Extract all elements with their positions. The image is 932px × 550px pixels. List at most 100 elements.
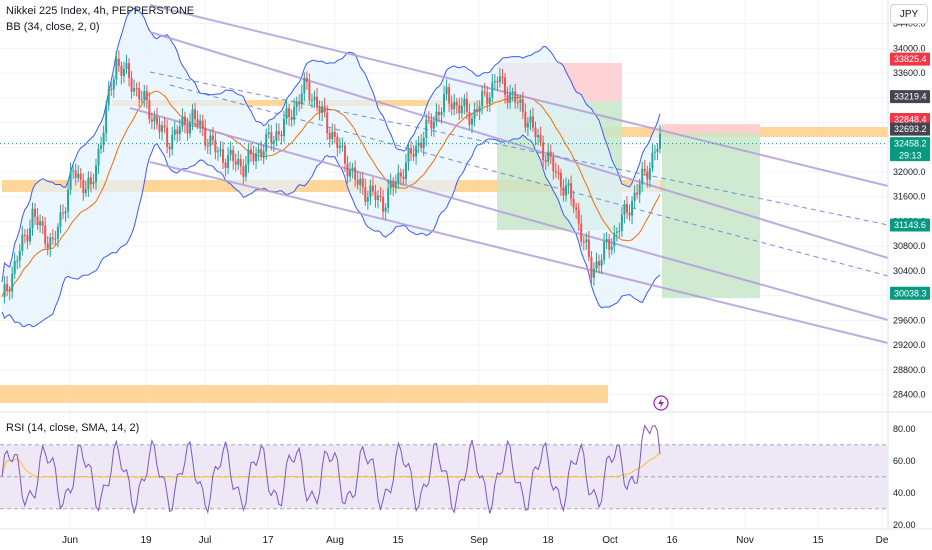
candle-body — [296, 102, 298, 108]
candle-body — [245, 164, 247, 176]
candle-body — [227, 155, 229, 168]
candle-body — [72, 170, 74, 171]
candle-body — [181, 117, 183, 127]
candle-body — [402, 177, 404, 180]
time-tick-label: 18 — [542, 535, 554, 546]
candle-body — [230, 150, 232, 155]
candle-body — [120, 66, 122, 76]
candle-body — [453, 102, 455, 109]
price-tick-label: 29200.0 — [893, 340, 926, 350]
price-tick-label: 34000.0 — [893, 43, 926, 53]
candle-body — [504, 77, 506, 95]
candle-body — [128, 63, 130, 78]
candle-body — [641, 169, 643, 185]
rsi-indicator-label[interactable]: RSI (14, close, SMA, 14, 2) — [6, 422, 139, 434]
candle-body — [631, 201, 633, 216]
time-tick-label: 19 — [140, 535, 152, 546]
candle-body — [405, 162, 407, 179]
candle-body — [336, 137, 338, 148]
candle-body — [49, 237, 51, 248]
candle-body — [179, 127, 181, 134]
candle-body — [651, 153, 653, 169]
candle-body — [192, 109, 194, 121]
candle-body — [608, 239, 610, 250]
candle-body — [90, 177, 92, 184]
candle-body — [479, 106, 481, 112]
time-tick-label: Jul — [199, 535, 212, 546]
candle-body — [659, 134, 661, 149]
candle-body — [237, 159, 239, 164]
candle-body — [501, 76, 503, 77]
candle-body — [621, 215, 623, 231]
candle-body — [339, 146, 341, 148]
candle-body — [425, 120, 427, 138]
time-tick-label: 17 — [262, 535, 274, 546]
candle-body — [209, 136, 211, 147]
candle-body — [509, 93, 511, 103]
candle-body — [21, 235, 23, 251]
candle-body — [357, 180, 359, 185]
candle-body — [565, 185, 567, 195]
candle-body — [308, 82, 310, 100]
candle-body — [298, 102, 300, 105]
candle-body — [639, 184, 641, 194]
candle-body — [143, 91, 145, 99]
candle-body — [580, 224, 582, 242]
candle-body — [217, 151, 219, 152]
candle-body — [136, 88, 138, 89]
candle-body — [176, 130, 178, 134]
candle-body — [334, 132, 336, 137]
candle-body — [382, 197, 384, 212]
candle-body — [537, 135, 539, 137]
candle-body — [293, 107, 295, 120]
symbol-title: Nikkei 225 Index, 4h, PEPPERSTONE — [6, 5, 194, 17]
candle-body — [507, 95, 509, 103]
candle-body — [52, 237, 54, 239]
candle-body — [169, 147, 171, 149]
candle-body — [125, 63, 127, 69]
candle-body — [31, 209, 33, 228]
candle-body — [428, 120, 430, 121]
candle-body — [557, 173, 559, 174]
time-axis: Jun 19 Jul 17 Aug 15 Sep 18 Oct 16 Nov 15 De — [0, 529, 932, 546]
candle-body — [204, 128, 206, 146]
candle-body — [512, 92, 514, 93]
candle-body — [441, 112, 443, 115]
candle-body — [273, 141, 275, 144]
candle-body — [578, 210, 580, 223]
candle-body — [138, 88, 140, 99]
candle-body — [629, 213, 631, 216]
candle-body — [527, 123, 529, 128]
candle-body — [253, 154, 255, 161]
candle-body — [413, 154, 415, 157]
candle-body — [186, 125, 188, 134]
candle-body — [352, 168, 354, 170]
candle-body — [225, 163, 227, 168]
candle-body — [67, 190, 69, 212]
take-profit-zone-2 — [662, 133, 760, 298]
candle-body — [418, 143, 420, 146]
lightning-icon[interactable] — [654, 396, 668, 410]
time-tick-label: Sep — [470, 535, 488, 546]
candle-body — [133, 88, 135, 91]
candle-body — [19, 251, 21, 261]
candle-body — [329, 133, 331, 139]
candle-body — [85, 189, 87, 193]
candle-body — [347, 163, 349, 176]
bb-indicator-label[interactable]: BB (34, close, 2, 0) — [6, 21, 100, 33]
candle-body — [57, 227, 59, 239]
candle-body — [100, 145, 102, 149]
currency-button[interactable]: JPY — [890, 4, 928, 24]
price-axis: 34400.034000.033600.033200.032800.032400… — [890, 19, 930, 400]
candle-body — [118, 59, 120, 66]
candle-body — [70, 171, 72, 190]
candle-body — [540, 135, 542, 142]
candle-body — [214, 140, 216, 152]
candle-body — [24, 235, 26, 236]
candle-body — [517, 102, 519, 103]
time-tick-label: 15 — [392, 535, 404, 546]
candle-body — [575, 207, 577, 210]
candle-body — [341, 146, 343, 147]
candle-body — [585, 239, 587, 242]
